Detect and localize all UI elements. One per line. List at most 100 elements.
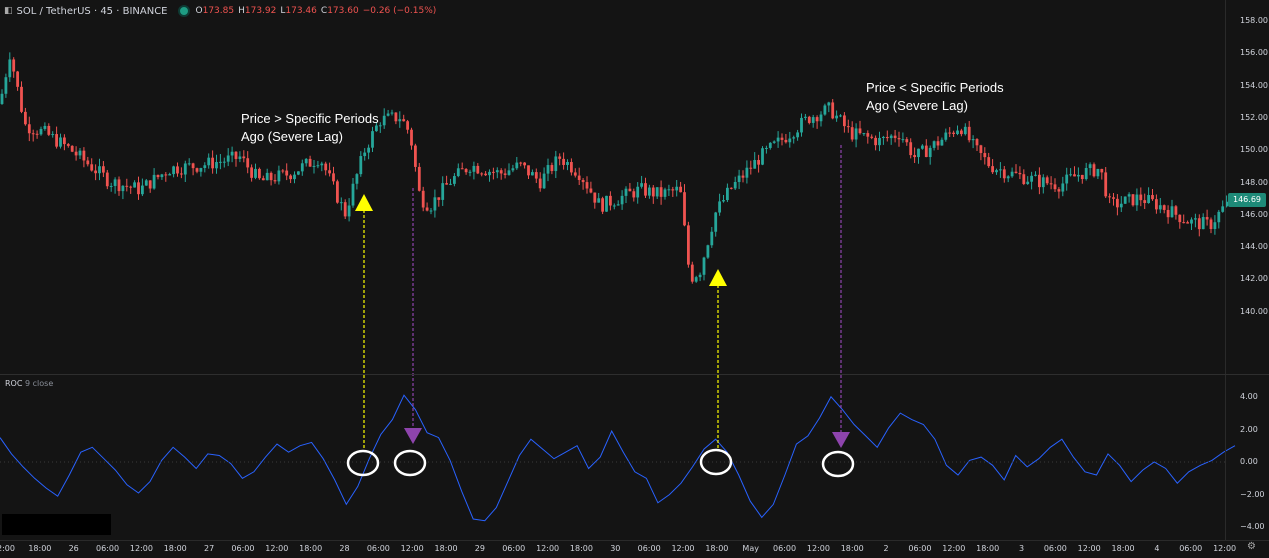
candle-body	[199, 168, 203, 172]
candle-body	[542, 173, 546, 189]
annotation-right: Price < Specific Periods Ago (Severe Lag…	[866, 79, 1004, 115]
time-tick: 12:00	[942, 544, 966, 553]
candle-body	[1014, 171, 1018, 173]
candle-body	[254, 168, 257, 178]
candle-body	[1080, 174, 1084, 180]
settings-gear-icon[interactable]: ⚙	[1247, 541, 1256, 552]
candle-body	[854, 128, 858, 140]
candle-body	[195, 168, 199, 172]
candle-body	[1006, 176, 1010, 179]
price-tick: 156.00	[1240, 48, 1268, 58]
candle-body	[1104, 172, 1108, 197]
candle-body	[386, 113, 390, 116]
roc-tick: 0.00	[1240, 457, 1258, 466]
candle-body	[1225, 201, 1228, 207]
candle-body	[706, 245, 710, 258]
candle-body	[20, 86, 23, 112]
candle-body	[967, 126, 971, 141]
candle-body	[324, 163, 328, 171]
candle-body	[1065, 174, 1069, 184]
time-tick: 2	[883, 544, 889, 553]
candle-body	[468, 171, 472, 173]
candle-body	[546, 165, 550, 174]
candle-body	[503, 173, 507, 175]
price-axis[interactable]	[1225, 0, 1269, 540]
candle-body	[66, 144, 70, 146]
candle-body	[35, 133, 39, 135]
candle-body	[1010, 171, 1014, 177]
time-tick: 18:00	[299, 544, 323, 553]
candle-body	[624, 188, 628, 196]
candle-body	[164, 174, 168, 176]
candle-body	[1190, 219, 1193, 224]
time-axis[interactable]: 2:00 18:00 26 06:00 12:00 18:00 27 06:00 12:00 18…	[0, 540, 1269, 558]
price-tick: 158.00	[1240, 16, 1268, 25]
candle-body	[905, 139, 909, 143]
candle-body	[1100, 168, 1104, 173]
ohlc-values: O173.85 H173.92 L173.46 C173.60 −0.26 (−…	[196, 6, 437, 16]
candle-body	[729, 187, 733, 189]
candle-body	[831, 102, 835, 119]
candle-body	[250, 167, 253, 178]
candle-body	[304, 158, 308, 164]
candle-body	[238, 156, 242, 159]
candle-body	[963, 126, 967, 135]
time-tick: 06:00	[773, 544, 797, 553]
time-tick: 18:00	[569, 544, 593, 553]
candle-body	[679, 186, 682, 193]
time-tick: 12:00	[129, 544, 153, 553]
candle-body	[1201, 217, 1205, 230]
candle-body	[1186, 222, 1189, 224]
candle-body	[722, 200, 725, 202]
candle-body	[148, 180, 152, 189]
candle-body	[702, 257, 706, 275]
candle-body	[593, 192, 597, 203]
candle-body	[1049, 183, 1053, 185]
time-tick: 18:00	[840, 544, 864, 553]
candle-body	[55, 134, 58, 147]
candle-body	[94, 170, 97, 174]
candle-body	[780, 137, 784, 140]
candle-body	[975, 139, 979, 146]
candle-body	[628, 188, 632, 192]
candle-body	[749, 167, 753, 169]
time-tick: 06:00	[1179, 544, 1203, 553]
candle-body	[222, 161, 226, 163]
candle-body	[597, 198, 601, 203]
candle-body	[1092, 164, 1096, 177]
close-value: 173.60	[327, 6, 359, 16]
candle-body	[878, 137, 881, 146]
annotation-right-line2: Ago (Severe Lag)	[866, 98, 968, 113]
candle-body	[86, 160, 90, 165]
symbol-title[interactable]: ◧ SOL / TetherUS · 45 · BINANCE	[4, 6, 168, 17]
candle-body	[105, 172, 109, 187]
candle-body	[1002, 169, 1006, 179]
time-tick: 12:00	[400, 544, 424, 553]
candle-body	[1069, 174, 1072, 176]
price-tick: 140.00	[1240, 306, 1268, 316]
indicator-legend[interactable]: ROC 9 close	[5, 379, 53, 388]
time-tick: 18:00	[705, 544, 729, 553]
candle-body	[804, 116, 807, 118]
time-tick: 18:00	[434, 544, 458, 553]
candle-body	[991, 166, 994, 173]
candle-body	[102, 166, 105, 173]
market-status-icon	[177, 5, 190, 17]
candle-body	[363, 152, 367, 157]
candle-body	[133, 182, 136, 188]
candle-body	[581, 179, 585, 183]
candle-body	[402, 119, 406, 122]
candle-body	[207, 157, 211, 166]
candle-body	[788, 138, 792, 143]
candle-body	[12, 59, 16, 72]
time-tick: 18:00	[1111, 544, 1135, 553]
candle-body	[757, 159, 760, 165]
candle-body	[753, 159, 757, 169]
candle-body	[971, 139, 975, 141]
pane-separator[interactable]	[0, 374, 1269, 375]
candle-body	[663, 189, 667, 197]
candle-body	[74, 151, 78, 156]
candle-body	[1213, 222, 1217, 229]
time-tick: 06:00	[908, 544, 932, 553]
